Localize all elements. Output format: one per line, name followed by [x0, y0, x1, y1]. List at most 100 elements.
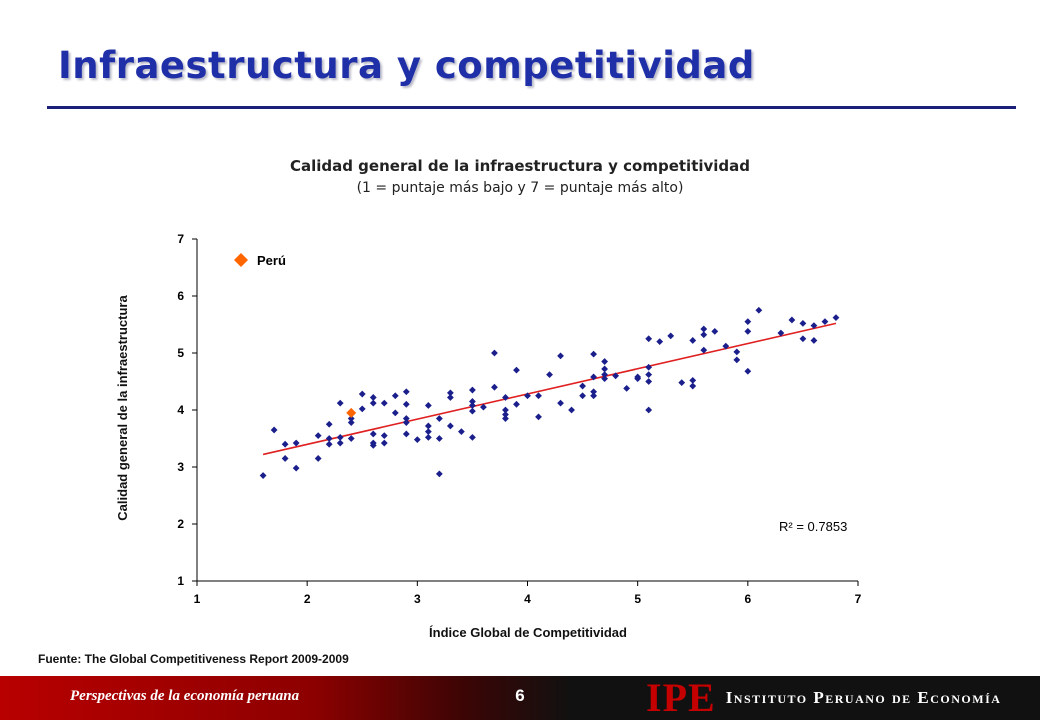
data-point	[722, 342, 730, 350]
chart-ticks: 1 2 3 4 5 6 7 1 2 3 4 5 6 7	[177, 232, 861, 606]
slide-title: Infraestructura y competitividad	[58, 44, 755, 87]
data-point	[788, 316, 796, 324]
data-point	[755, 306, 763, 314]
x-tick-label: 4	[524, 592, 531, 606]
data-point	[491, 383, 498, 391]
x-tick-label: 7	[855, 592, 862, 606]
data-point	[733, 348, 741, 356]
data-point	[777, 329, 785, 337]
chart-title: Calidad general de la infraestructura y …	[289, 157, 751, 175]
x-tick-label: 6	[744, 592, 751, 606]
data-point	[424, 422, 432, 430]
y-axis-label: Calidad general de la infraestructura	[115, 295, 130, 521]
y-tick-label: 1	[177, 574, 184, 588]
data-point	[391, 409, 399, 417]
data-point	[623, 384, 631, 392]
data-point	[744, 327, 752, 335]
data-point	[524, 392, 531, 400]
data-point	[270, 426, 278, 434]
data-point	[358, 405, 366, 413]
data-point	[579, 392, 586, 400]
data-point	[590, 392, 597, 400]
title-divider	[47, 106, 1016, 109]
data-point	[590, 373, 597, 381]
data-point	[667, 332, 675, 340]
data-point	[369, 394, 377, 401]
data-point	[590, 350, 597, 358]
data-point	[424, 402, 432, 409]
data-points	[259, 306, 840, 479]
x-tick-label: 5	[634, 592, 641, 606]
data-point	[358, 390, 366, 398]
data-point	[601, 365, 609, 373]
data-point	[314, 432, 322, 440]
y-tick-label: 6	[177, 289, 184, 303]
data-point	[325, 420, 333, 428]
data-point	[435, 470, 443, 478]
logo-text: Instituto Peruano de Economía	[725, 688, 1002, 707]
data-point	[402, 430, 410, 438]
data-point	[469, 407, 476, 415]
y-tick-label: 3	[177, 460, 184, 474]
trendline	[262, 322, 837, 456]
data-point	[446, 389, 454, 397]
page-number: 6	[515, 686, 525, 705]
data-point	[446, 394, 454, 401]
data-point	[380, 432, 388, 440]
data-point	[292, 464, 300, 472]
data-point	[336, 439, 344, 447]
chart-legend: Perú	[234, 253, 286, 268]
data-point	[810, 322, 818, 330]
data-point	[336, 433, 344, 441]
data-point	[369, 441, 377, 449]
data-point	[689, 382, 697, 390]
legend-marker	[234, 253, 248, 267]
data-point	[491, 349, 498, 357]
data-point	[601, 371, 609, 379]
data-point	[535, 392, 542, 400]
data-point	[402, 419, 410, 426]
data-point	[402, 400, 410, 408]
data-point	[568, 406, 575, 414]
data-point	[347, 415, 355, 422]
data-point	[810, 337, 818, 344]
data-point	[424, 428, 432, 436]
data-point	[744, 367, 752, 375]
logo-mark: IPE	[646, 675, 716, 720]
data-point	[799, 335, 807, 343]
chart-axes	[196, 239, 858, 582]
data-point	[469, 402, 476, 409]
data-point	[513, 400, 520, 408]
data-point	[502, 394, 509, 401]
legend-label: Perú	[257, 253, 286, 268]
trendline-group	[262, 322, 837, 456]
data-point	[347, 419, 355, 426]
data-point	[645, 363, 653, 371]
data-point	[821, 318, 829, 326]
footer-bar	[0, 676, 1040, 720]
data-point	[480, 403, 487, 411]
footer-caption: Perspectivas de la economía peruana	[70, 688, 300, 704]
data-point	[700, 346, 708, 354]
data-point	[325, 435, 333, 442]
data-point	[689, 376, 697, 384]
data-point	[535, 413, 542, 421]
data-point-peru	[346, 407, 357, 418]
data-point	[347, 435, 355, 442]
data-point	[369, 399, 377, 407]
data-point	[435, 435, 443, 442]
data-point	[281, 455, 289, 462]
data-point	[557, 399, 564, 407]
data-point	[601, 375, 609, 383]
data-point	[700, 331, 708, 339]
data-point	[700, 325, 708, 333]
data-point	[579, 382, 586, 390]
data-point	[424, 433, 432, 441]
x-tick-label: 1	[194, 592, 201, 606]
data-point	[314, 455, 322, 462]
data-point	[369, 430, 377, 438]
source-note: Fuente: The Global Competitiveness Repor…	[38, 652, 349, 666]
data-point	[601, 358, 609, 365]
ipe-logo: IPE Instituto Peruano de Economía	[646, 676, 1001, 720]
data-point	[590, 388, 597, 396]
